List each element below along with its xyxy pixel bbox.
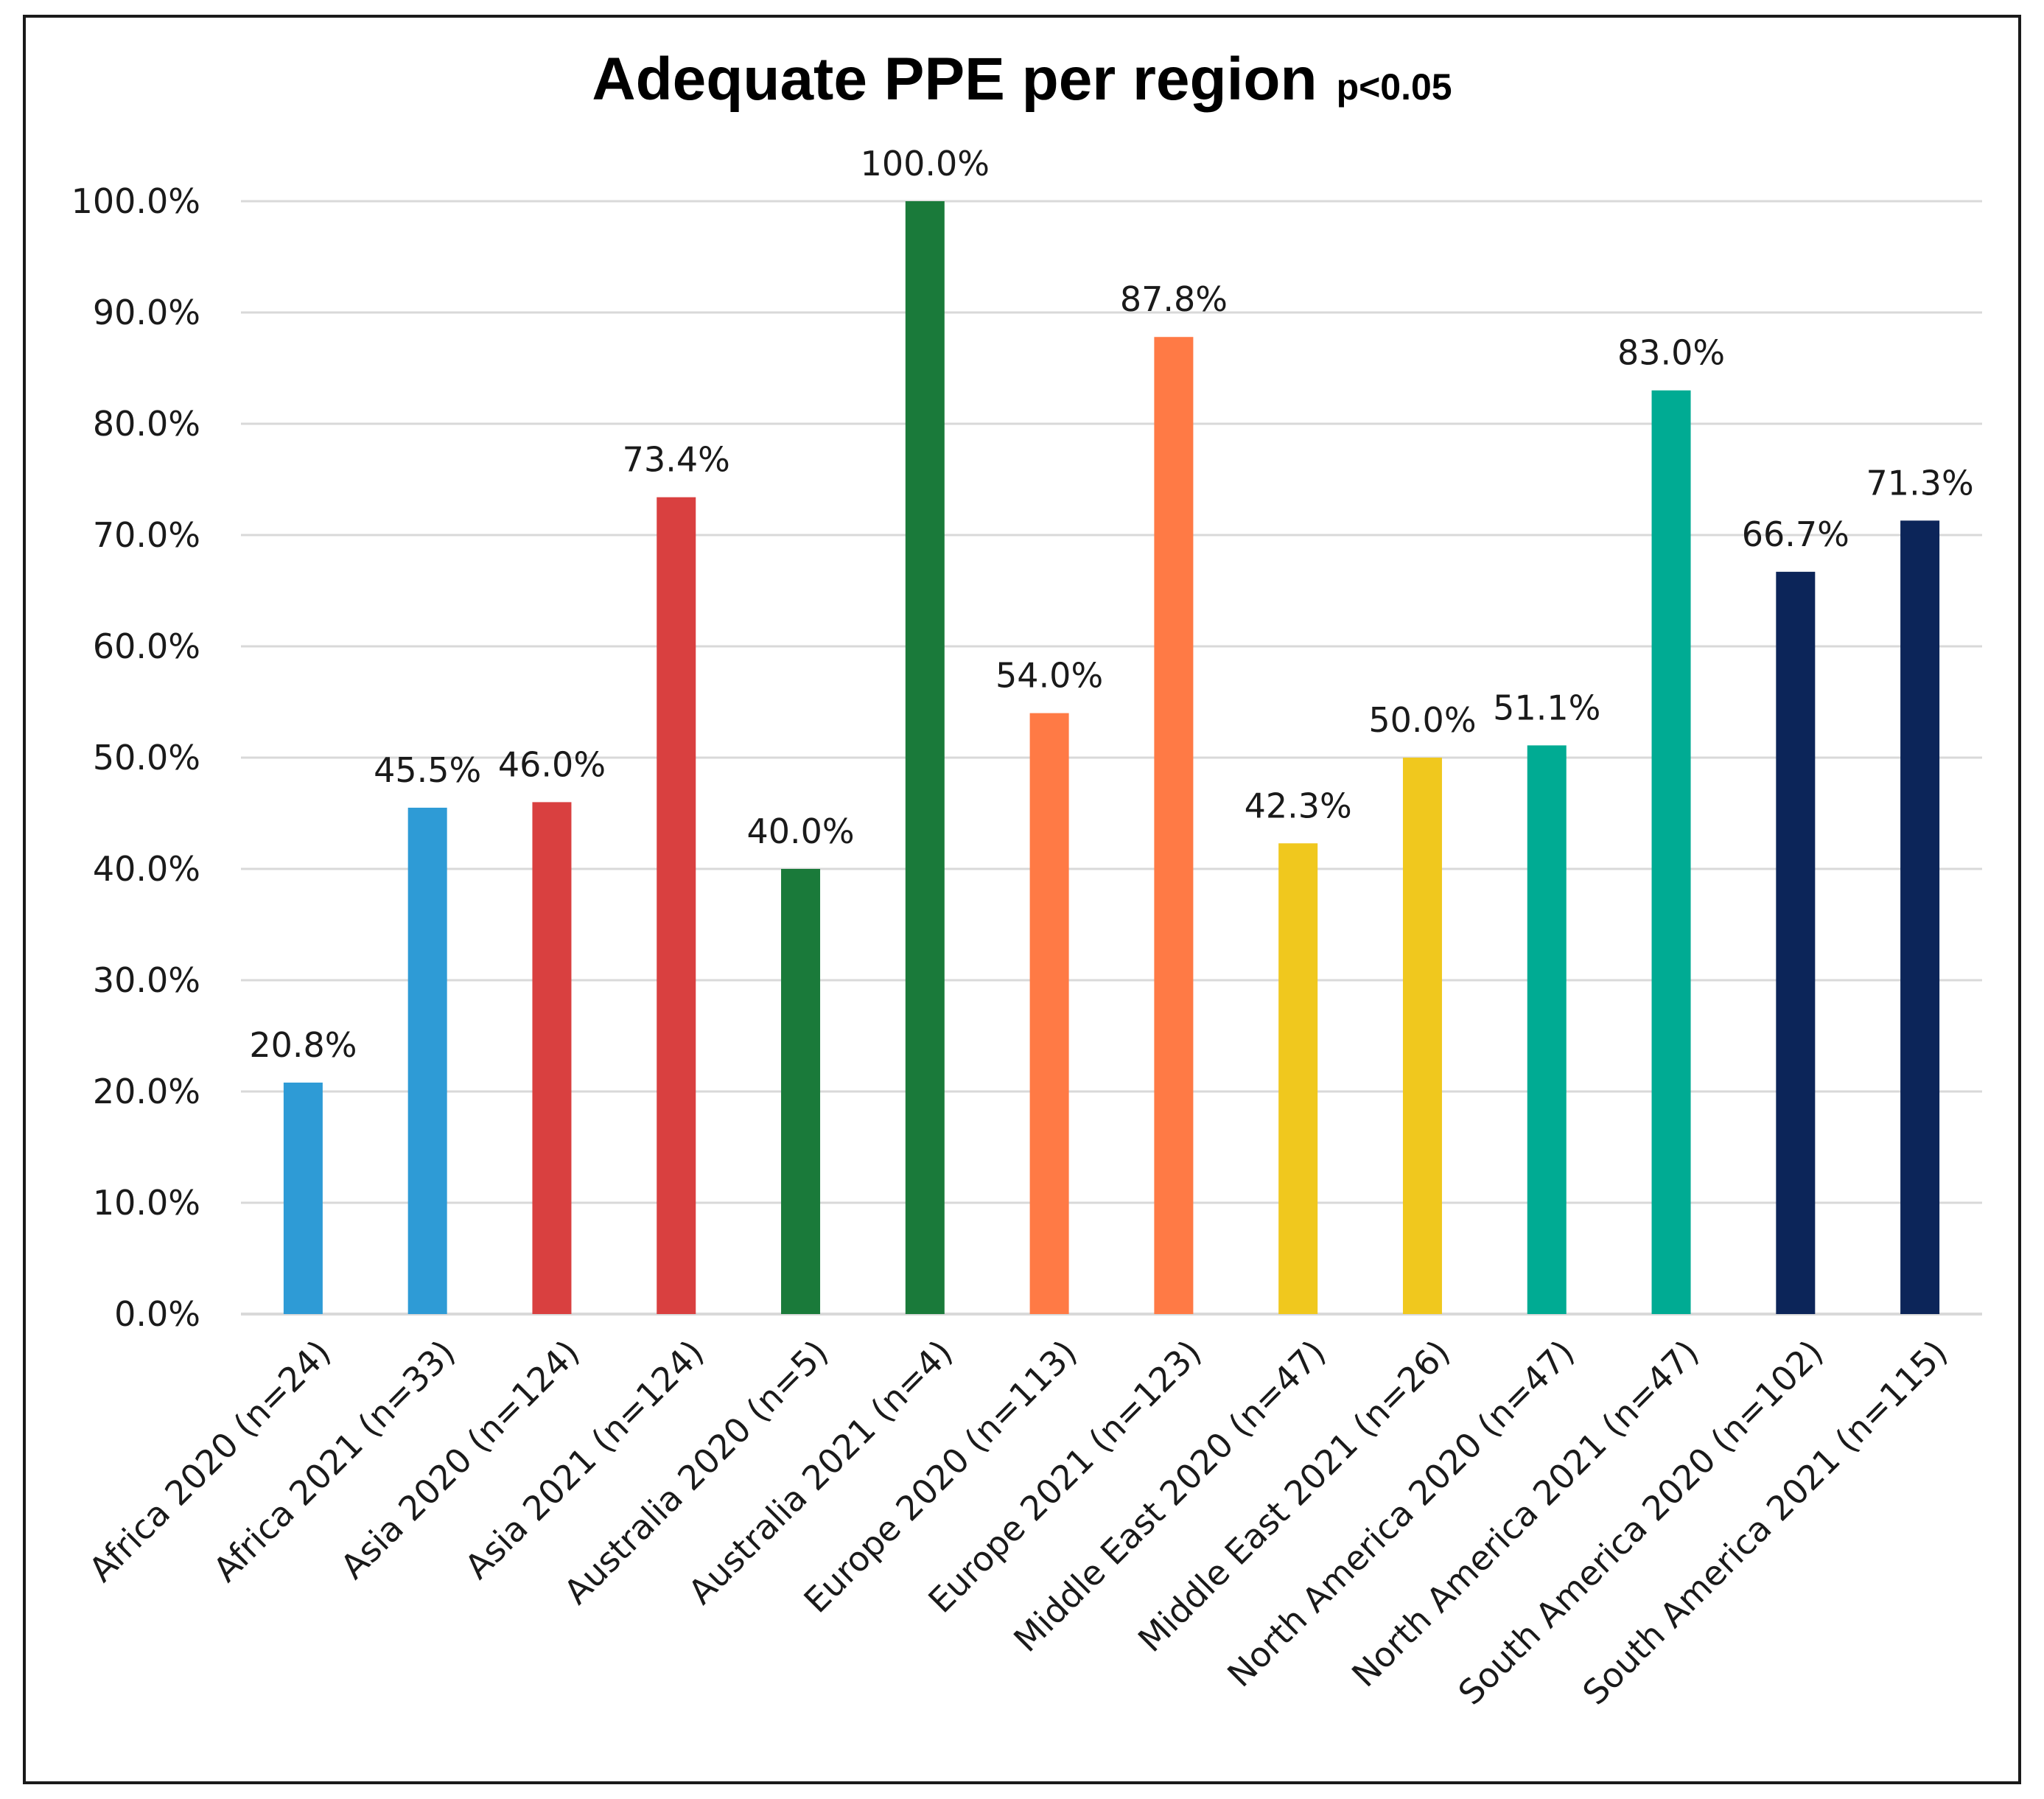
y-tick-label: 60.0% <box>93 626 200 666</box>
y-tick-label: 100.0% <box>71 181 200 221</box>
y-tick-label: 30.0% <box>93 960 200 1000</box>
data-label: 83.0% <box>1617 333 1725 373</box>
data-label: 40.0% <box>746 811 854 851</box>
y-tick-label: 80.0% <box>93 404 200 444</box>
bar <box>1029 713 1069 1314</box>
data-label: 50.0% <box>1368 700 1476 740</box>
bar <box>1651 390 1691 1315</box>
data-label: 87.8% <box>1120 279 1228 319</box>
y-axis-tick-labels: 0.0% 10.0% 20.0% 30.0% 40.0% 50.0% 60.0% 70.0% 8… <box>71 181 200 1334</box>
bar <box>1402 758 1442 1314</box>
data-label: 71.3% <box>1866 463 1974 503</box>
y-tick-label: 0.0% <box>114 1294 200 1334</box>
data-label: 51.1% <box>1493 688 1600 727</box>
bar <box>1278 843 1318 1314</box>
data-label: 42.3% <box>1245 786 1352 825</box>
bar <box>781 869 821 1314</box>
bar <box>1900 520 1940 1314</box>
y-tick-label: 20.0% <box>93 1072 200 1111</box>
bars <box>283 201 1940 1315</box>
y-tick-label: 50.0% <box>93 738 200 778</box>
data-label: 100.0% <box>861 144 990 184</box>
bar <box>657 497 696 1315</box>
gridlines <box>241 200 1982 1204</box>
data-label: 66.7% <box>1742 514 1849 554</box>
data-label: 20.8% <box>249 1025 357 1065</box>
bar <box>532 802 572 1314</box>
y-tick-label: 10.0% <box>93 1183 200 1223</box>
bar <box>1527 745 1567 1314</box>
bar <box>1776 571 1816 1314</box>
bar <box>283 1082 323 1314</box>
y-tick-label: 90.0% <box>93 293 200 332</box>
data-label: 73.4% <box>623 440 730 480</box>
data-label: 54.0% <box>995 656 1103 696</box>
chart-title: Adequate PPE per region p<0.05 <box>592 46 1452 113</box>
bar <box>905 201 945 1314</box>
bar <box>407 807 447 1314</box>
data-labels: 20.8% 45.5% 46.0% 73.4% 40.0% 100.0% 54.0% 87.8… <box>249 144 1973 1065</box>
y-tick-label: 40.0% <box>93 849 200 889</box>
y-tick-label: 70.0% <box>93 515 200 555</box>
data-label: 45.5% <box>374 750 481 790</box>
data-label: 46.0% <box>498 744 606 784</box>
bar <box>1154 337 1194 1315</box>
